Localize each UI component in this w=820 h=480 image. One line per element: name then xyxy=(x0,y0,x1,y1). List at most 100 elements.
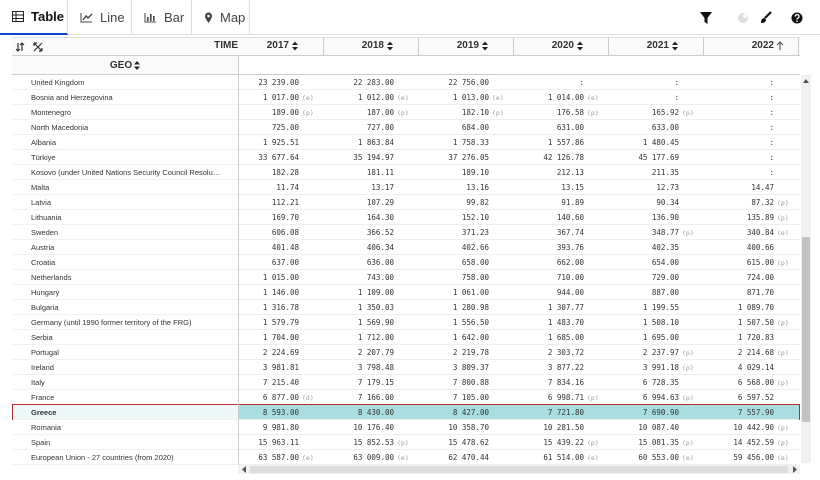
value-cell: 1 863.84 xyxy=(357,138,394,147)
value-cell: : xyxy=(769,123,774,132)
value-cell: 15 081.35 xyxy=(638,438,679,447)
value-cell: 401.48 xyxy=(271,243,299,252)
tab-table[interactable]: Table xyxy=(0,0,68,35)
geo-cell-background xyxy=(12,135,238,150)
value-cell: 1 199.55 xyxy=(642,303,679,312)
scrollbar-thumb[interactable] xyxy=(802,237,810,422)
geo-name: Croatia xyxy=(31,258,56,267)
geo-name: United Kingdom xyxy=(31,78,85,87)
value-cell: 1 307.77 xyxy=(547,303,584,312)
year-label: 2019 xyxy=(456,40,479,51)
flag: (p) xyxy=(682,109,694,117)
value-cell: 400.66 xyxy=(746,243,774,252)
geo-name: Türkiye xyxy=(31,153,56,162)
flag: (p) xyxy=(587,439,599,447)
value-cell: 340.84 xyxy=(746,228,774,237)
value-cell: 887.00 xyxy=(651,288,679,297)
value-cell: : xyxy=(769,93,774,102)
scroll-up[interactable] xyxy=(802,78,810,84)
value-cell: : xyxy=(579,78,584,87)
value-cell: 6 728.35 xyxy=(642,378,679,387)
value-cell: 10 176.40 xyxy=(353,423,394,432)
row-background xyxy=(238,195,800,210)
value-cell: 2 219.78 xyxy=(452,348,489,357)
value-cell: 727.00 xyxy=(366,123,394,132)
flag: (e) xyxy=(397,94,409,102)
geo-name: Italy xyxy=(31,378,45,387)
geo-name: Bosnia and Herzegovina xyxy=(31,93,113,102)
column-header[interactable]: 2019 xyxy=(418,40,513,51)
value-cell: 10 281.50 xyxy=(543,423,584,432)
flag: (p) xyxy=(682,394,694,402)
value-cell: 1 642.00 xyxy=(452,333,489,342)
value-cell: 6 568.00 xyxy=(737,378,774,387)
scroll-right[interactable] xyxy=(791,465,799,474)
value-cell: 60 553.00 xyxy=(638,453,679,462)
flag: (e) xyxy=(682,454,694,462)
geo-name: Montenegro xyxy=(31,108,72,117)
value-cell: 3 981.81 xyxy=(262,363,299,372)
help-button[interactable] xyxy=(791,12,803,24)
row-background xyxy=(238,180,800,195)
geo-name: Netherlands xyxy=(31,273,72,282)
geo-cell-background xyxy=(12,450,238,465)
h-scrollbar-thumb[interactable] xyxy=(250,466,788,473)
scroll-left[interactable] xyxy=(240,465,248,474)
value-cell: 1 017.00 xyxy=(262,93,299,102)
row-background xyxy=(238,150,800,165)
value-cell: 8 593.00 xyxy=(262,408,299,417)
value-cell: 1 109.00 xyxy=(357,288,394,297)
value-cell: 1 508.10 xyxy=(642,318,679,327)
value-cell: 169.70 xyxy=(271,213,299,222)
filter-button[interactable] xyxy=(700,12,712,24)
column-header[interactable]: 2021 xyxy=(608,40,703,51)
style-button[interactable] xyxy=(760,11,772,24)
tab-bar[interactable]: Bar xyxy=(132,0,192,35)
geo-header[interactable]: GEO xyxy=(12,56,238,75)
value-cell: 1 015.00 xyxy=(262,273,299,282)
column-header[interactable]: 2022 xyxy=(703,40,798,51)
value-cell: 1 480.45 xyxy=(642,138,679,147)
value-cell: 654.00 xyxy=(651,258,679,267)
value-cell: 7 690.90 xyxy=(642,408,679,417)
bar-icon xyxy=(144,13,156,23)
geo-cell-background xyxy=(12,225,238,240)
geo-cell-background xyxy=(12,120,238,135)
value-cell: 1 557.86 xyxy=(547,138,584,147)
geo-name: Romania xyxy=(31,423,62,432)
value-cell: 37 276.05 xyxy=(448,153,489,162)
value-cell: 10 442.90 xyxy=(733,423,774,432)
map-icon xyxy=(205,12,212,23)
row-background xyxy=(238,435,800,450)
value-cell: 3 991.18 xyxy=(642,363,679,372)
sort-icon xyxy=(387,41,393,50)
time-label: TIME xyxy=(214,40,238,51)
value-cell: : xyxy=(769,138,774,147)
geo-cell-background xyxy=(12,210,238,225)
value-cell: 1 089.70 xyxy=(737,303,774,312)
header-controls[interactable] xyxy=(16,42,44,52)
table-icon xyxy=(12,11,24,22)
geo-cell-background xyxy=(12,240,238,255)
value-cell: 63 587.00 xyxy=(258,453,299,462)
value-cell: 1 012.00 xyxy=(357,93,394,102)
row-background xyxy=(238,75,800,90)
row-background xyxy=(238,105,800,120)
value-cell: 112.21 xyxy=(271,198,299,207)
value-cell: : xyxy=(769,168,774,177)
sort-icon xyxy=(776,40,784,50)
value-cell: 135.89 xyxy=(746,213,774,222)
column-header[interactable]: 2017 xyxy=(238,40,323,51)
tab-line[interactable]: Line xyxy=(68,0,132,35)
geo-name: Greece xyxy=(31,408,57,417)
geo-column-border xyxy=(238,56,239,465)
value-cell: 14 452.59 xyxy=(733,438,774,447)
value-cell: 631.00 xyxy=(556,123,584,132)
value-cell: 402.35 xyxy=(651,243,679,252)
tab-map[interactable]: Map xyxy=(192,0,250,35)
column-header[interactable]: 2020 xyxy=(513,40,608,51)
row-background xyxy=(238,210,800,225)
value-cell: 33 677.64 xyxy=(258,153,299,162)
highlight-button[interactable] xyxy=(737,12,749,24)
column-header[interactable]: 2018 xyxy=(323,40,418,51)
